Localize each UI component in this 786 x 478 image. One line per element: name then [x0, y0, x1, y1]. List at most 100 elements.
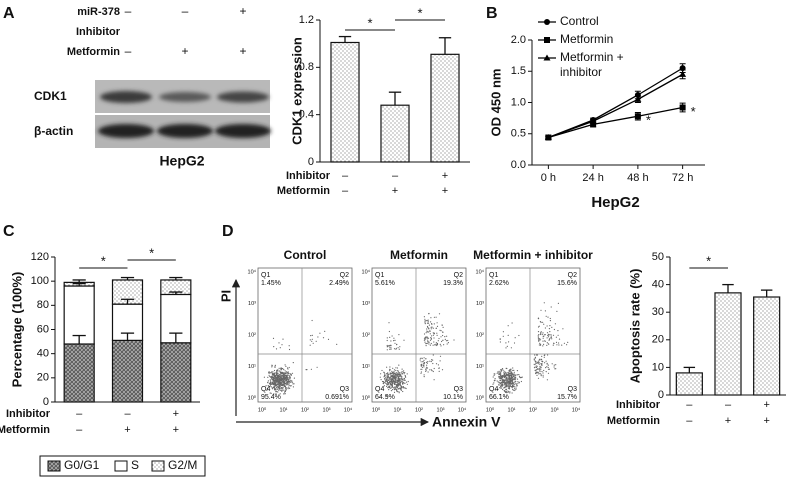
event-dot [397, 347, 399, 349]
event-dot [278, 370, 280, 372]
event-dot [289, 387, 291, 389]
quadrant-value: 2.62% [489, 280, 509, 287]
event-dot [315, 340, 317, 342]
event-dot [386, 373, 388, 375]
event-dot [395, 348, 397, 350]
event-dot [439, 355, 442, 357]
event-dot [388, 389, 390, 391]
event-dot [432, 362, 434, 365]
event-dot [512, 369, 514, 372]
flow-events [263, 319, 338, 395]
event-dot [279, 388, 281, 390]
event-dot [386, 385, 388, 387]
event-dot [309, 339, 311, 341]
event-dot [552, 344, 554, 346]
flow-title: Control [283, 248, 327, 262]
event-dot [503, 373, 505, 375]
event-dot [401, 378, 403, 380]
event-dot [428, 312, 430, 315]
event-dot [287, 374, 289, 377]
event-dot [292, 362, 294, 364]
x-tick-label: 10⁴ [572, 406, 581, 413]
condition-sign: – [124, 408, 131, 420]
event-dot [538, 361, 540, 363]
event-dot [278, 367, 280, 369]
event-dot [281, 344, 283, 346]
event-dot [406, 383, 408, 385]
blot-row-label: Metformin [66, 46, 120, 58]
event-dot [273, 372, 275, 374]
event-dot [422, 365, 425, 367]
legend-label: S [131, 458, 139, 472]
event-dot [443, 344, 445, 346]
event-dot [535, 372, 537, 375]
event-dot [283, 389, 285, 391]
event-dot [277, 387, 279, 389]
event-dot [386, 366, 388, 368]
event-dot [507, 381, 509, 384]
event-dot [538, 325, 540, 327]
event-dot [539, 344, 542, 346]
event-dot [539, 339, 542, 341]
y-axis-label: Percentage (100%) [9, 272, 24, 388]
event-dot [505, 372, 507, 374]
event-dot [513, 389, 515, 391]
event-dot [280, 379, 282, 381]
event-dot [283, 381, 285, 383]
event-dot [436, 325, 439, 327]
event-dot [388, 387, 391, 389]
event-dot [431, 323, 433, 325]
event-dot [274, 376, 276, 378]
event-dot [285, 378, 287, 381]
event-dot [282, 378, 285, 380]
event-dot [284, 372, 286, 374]
event-dot [506, 383, 509, 385]
event-dot [506, 345, 508, 347]
event-dot [269, 382, 271, 384]
event-dot [390, 390, 392, 392]
flow-plot [485, 267, 581, 403]
event-dot [272, 383, 274, 385]
event-dot [282, 383, 284, 385]
event-dot [558, 342, 560, 344]
event-dot [508, 371, 510, 373]
event-dot [276, 371, 278, 373]
quadrant-name: Q4 [489, 386, 498, 393]
event-dot [513, 369, 515, 371]
x-axis-label: HepG2 [591, 194, 639, 211]
event-dot [285, 374, 288, 376]
event-dot [498, 373, 500, 376]
event-dot [517, 381, 519, 383]
event-dot [548, 333, 550, 335]
event-dot [284, 389, 287, 391]
event-dot [539, 372, 541, 375]
event-dot [555, 364, 557, 366]
x-tick-label: 10¹ [280, 407, 288, 413]
event-dot [405, 376, 407, 378]
y-tick-label: 0 [308, 156, 314, 168]
event-dot [399, 387, 401, 389]
y-tick-label: 10³ [476, 301, 484, 307]
event-dot [540, 366, 542, 368]
event-dot [421, 366, 423, 368]
event-dot [540, 321, 542, 323]
event-dot [512, 367, 514, 369]
event-dot [387, 386, 389, 388]
event-dot [386, 381, 388, 383]
event-dot [425, 320, 427, 322]
event-dot [391, 377, 393, 379]
event-dot [442, 334, 444, 337]
event-dot [388, 378, 390, 380]
condition-sign: – [392, 170, 399, 182]
x-tick-label: 10⁰ [486, 406, 495, 413]
event-dot [290, 379, 292, 381]
event-dot [393, 348, 396, 350]
event-dot [508, 382, 510, 384]
event-dot [504, 391, 506, 393]
band-label: CDK1 [34, 89, 67, 103]
event-dot [423, 338, 426, 340]
quadrant-name: Q1 [489, 272, 498, 279]
event-dot [543, 356, 545, 358]
event-dot [288, 345, 290, 347]
event-dot [498, 375, 500, 378]
